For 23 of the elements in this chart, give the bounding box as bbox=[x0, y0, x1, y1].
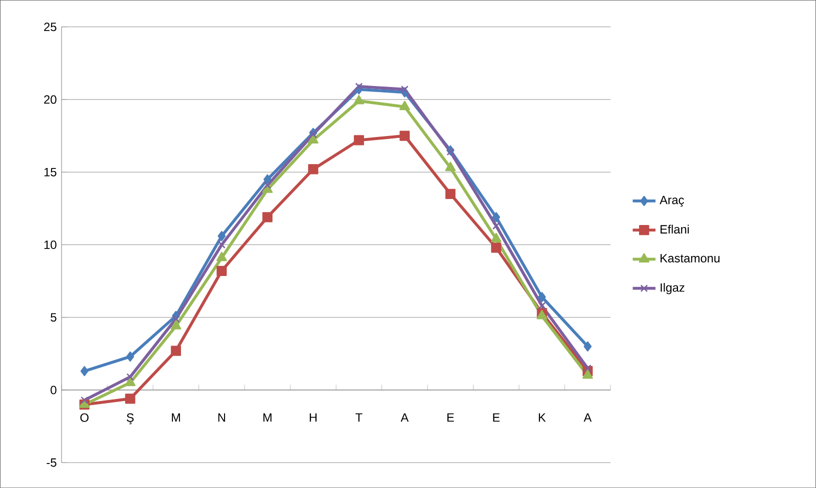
y-tick-label: 5 bbox=[50, 313, 56, 322]
x-tick-label: A bbox=[584, 413, 592, 422]
x-tick-label: E bbox=[493, 413, 500, 422]
y-tick-label: 10 bbox=[44, 240, 56, 249]
x-tick-label: K bbox=[538, 413, 546, 422]
y-tick-label: 15 bbox=[44, 168, 56, 176]
x-tick-label: T bbox=[356, 413, 362, 422]
y-tick-label: 25 bbox=[44, 22, 56, 32]
legend-label: Araç bbox=[660, 196, 684, 207]
x-tick-label: A bbox=[400, 413, 409, 422]
x-tick-label: H bbox=[310, 413, 317, 422]
y-tick-label: -5 bbox=[46, 458, 56, 467]
x-tick-label: O bbox=[80, 413, 89, 422]
x-tick-label: Ş bbox=[126, 413, 134, 424]
y-tick-label: 0 bbox=[50, 386, 56, 394]
legend-label: Eflani bbox=[660, 224, 689, 234]
legend-label: Ilgaz bbox=[660, 282, 684, 294]
legend-label: Kastamonu bbox=[660, 254, 720, 262]
x-tick-label: N bbox=[218, 413, 226, 422]
x-tick-label: E bbox=[447, 413, 454, 422]
x-tick-label: M bbox=[172, 413, 180, 422]
x-tick-label: M bbox=[263, 413, 272, 422]
y-tick-label: 20 bbox=[44, 95, 56, 104]
